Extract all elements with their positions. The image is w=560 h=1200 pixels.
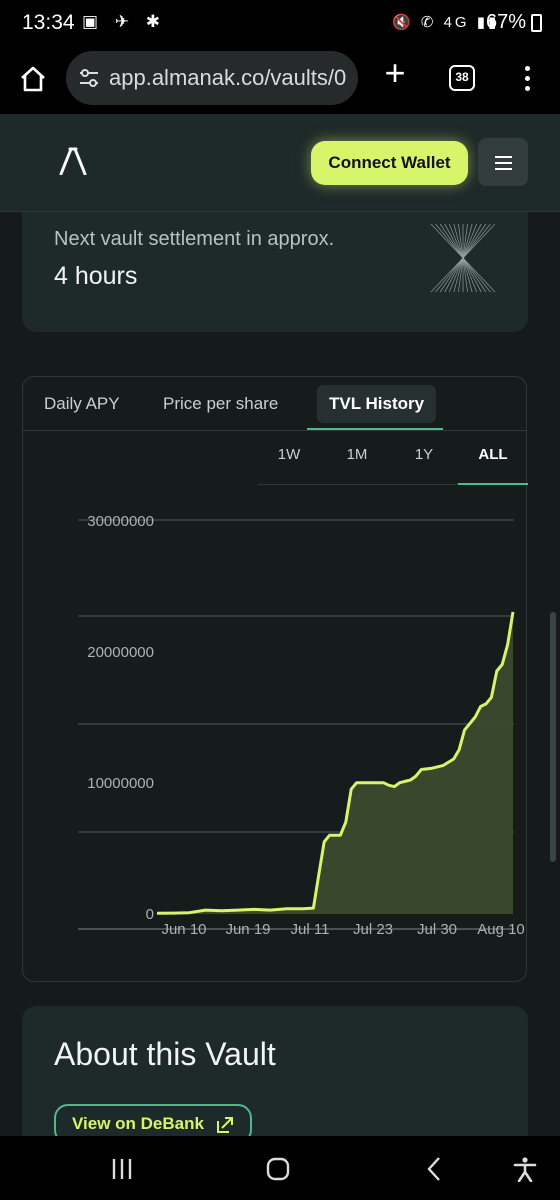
page-content[interactable]: Next vault settlement in approx. 4 hours…: [0, 212, 560, 1136]
battery-icon: [531, 14, 542, 32]
active-range-indicator: [458, 483, 528, 485]
system-navigation-bar: [0, 1136, 560, 1200]
almanak-logo-icon[interactable]: [58, 147, 88, 175]
battery-percent: 67%: [485, 11, 526, 33]
x-tick-label: Jul 23: [353, 921, 393, 938]
tvl-area-chart[interactable]: 30000000 20000000 10000000 0 Jun 10 Jun 19 Jul…: [23, 377, 528, 983]
x-tick-label: Jul 11: [291, 921, 330, 938]
site-settings-icon[interactable]: [78, 67, 100, 89]
x-tick-label: Jul 30: [417, 921, 457, 938]
recent-apps-icon[interactable]: [108, 1156, 138, 1182]
range-all[interactable]: ALL: [478, 446, 508, 463]
x-tick-label: Jun 19: [225, 921, 270, 938]
tab-price-per-share[interactable]: Price per share: [163, 394, 279, 413]
tab-switcher-button[interactable]: 38: [449, 65, 475, 91]
status-time: 13:34: [22, 11, 75, 34]
range-1w[interactable]: 1W: [277, 446, 301, 463]
x-tick-label: Aug 10: [477, 921, 525, 938]
about-card: About this Vault View on DeBank: [22, 1006, 528, 1136]
system-icons: 🔇 ✆ 4G ▮▮: [392, 14, 500, 31]
more-options-icon[interactable]: [518, 64, 536, 94]
accessibility-icon[interactable]: [510, 1156, 540, 1182]
settlement-value: 4 hours: [54, 262, 138, 290]
view-on-debank-button[interactable]: View on DeBank: [54, 1104, 252, 1136]
browser-toolbar: app.almanak.co/vaults/0 + 38: [0, 46, 560, 114]
address-bar[interactable]: app.almanak.co/vaults/0: [66, 51, 358, 105]
external-link-icon: [217, 1117, 233, 1133]
connect-wallet-button[interactable]: Connect Wallet: [311, 141, 468, 185]
hourglass-art-icon: [430, 223, 496, 293]
active-tab-indicator: [307, 428, 443, 430]
tabs-divider: [23, 430, 526, 431]
x-tick-label: Jun 10: [161, 921, 206, 938]
back-icon[interactable]: [420, 1156, 450, 1182]
range-1m[interactable]: 1M: [346, 446, 368, 463]
scrollbar-thumb[interactable]: [550, 612, 556, 862]
y-tick-label: 0: [146, 906, 154, 923]
debank-label: View on DeBank: [72, 1114, 204, 1133]
home-nav-icon[interactable]: [263, 1156, 293, 1182]
home-icon[interactable]: [18, 64, 48, 94]
status-bar: 13:34 ▣ ✈ ✱ 🔇 ✆ 4G ▮▮ 67%: [0, 0, 560, 46]
notification-icons: ▣ ✈ ✱: [82, 12, 166, 31]
y-tick-label: 30000000: [87, 513, 154, 530]
tab-tvl-history[interactable]: TVL History: [317, 385, 437, 423]
tvl-chart-card: Daily APY Price per share TVL History 1W…: [22, 376, 528, 983]
hamburger-icon: [478, 138, 528, 170]
art-strand: [430, 223, 496, 293]
new-tab-icon[interactable]: +: [384, 52, 406, 93]
y-tick-label: 20000000: [87, 644, 154, 661]
settlement-card: Next vault settlement in approx. 4 hours: [22, 212, 528, 332]
settlement-label: Next vault settlement in approx.: [54, 228, 335, 250]
menu-button[interactable]: [478, 138, 528, 186]
about-title: About this Vault: [54, 1036, 276, 1072]
range-1y[interactable]: 1Y: [414, 446, 434, 463]
y-tick-label: 10000000: [87, 775, 154, 792]
tab-daily-apy[interactable]: Daily APY: [44, 394, 120, 413]
tvl-series-line: [156, 611, 515, 915]
range-divider: [258, 484, 528, 485]
url-text: app.almanak.co/vaults/0: [109, 65, 347, 90]
tvl-area: [157, 611, 513, 914]
site-header: Connect Wallet: [0, 114, 560, 212]
